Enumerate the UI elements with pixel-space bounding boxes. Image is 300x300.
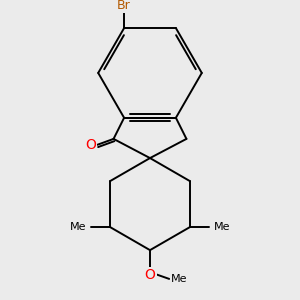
Text: O: O	[85, 138, 96, 152]
Text: Me: Me	[214, 222, 230, 232]
Text: Me: Me	[171, 274, 188, 284]
Text: Br: Br	[117, 0, 131, 12]
Text: Me: Me	[70, 222, 86, 232]
Text: O: O	[145, 268, 155, 282]
